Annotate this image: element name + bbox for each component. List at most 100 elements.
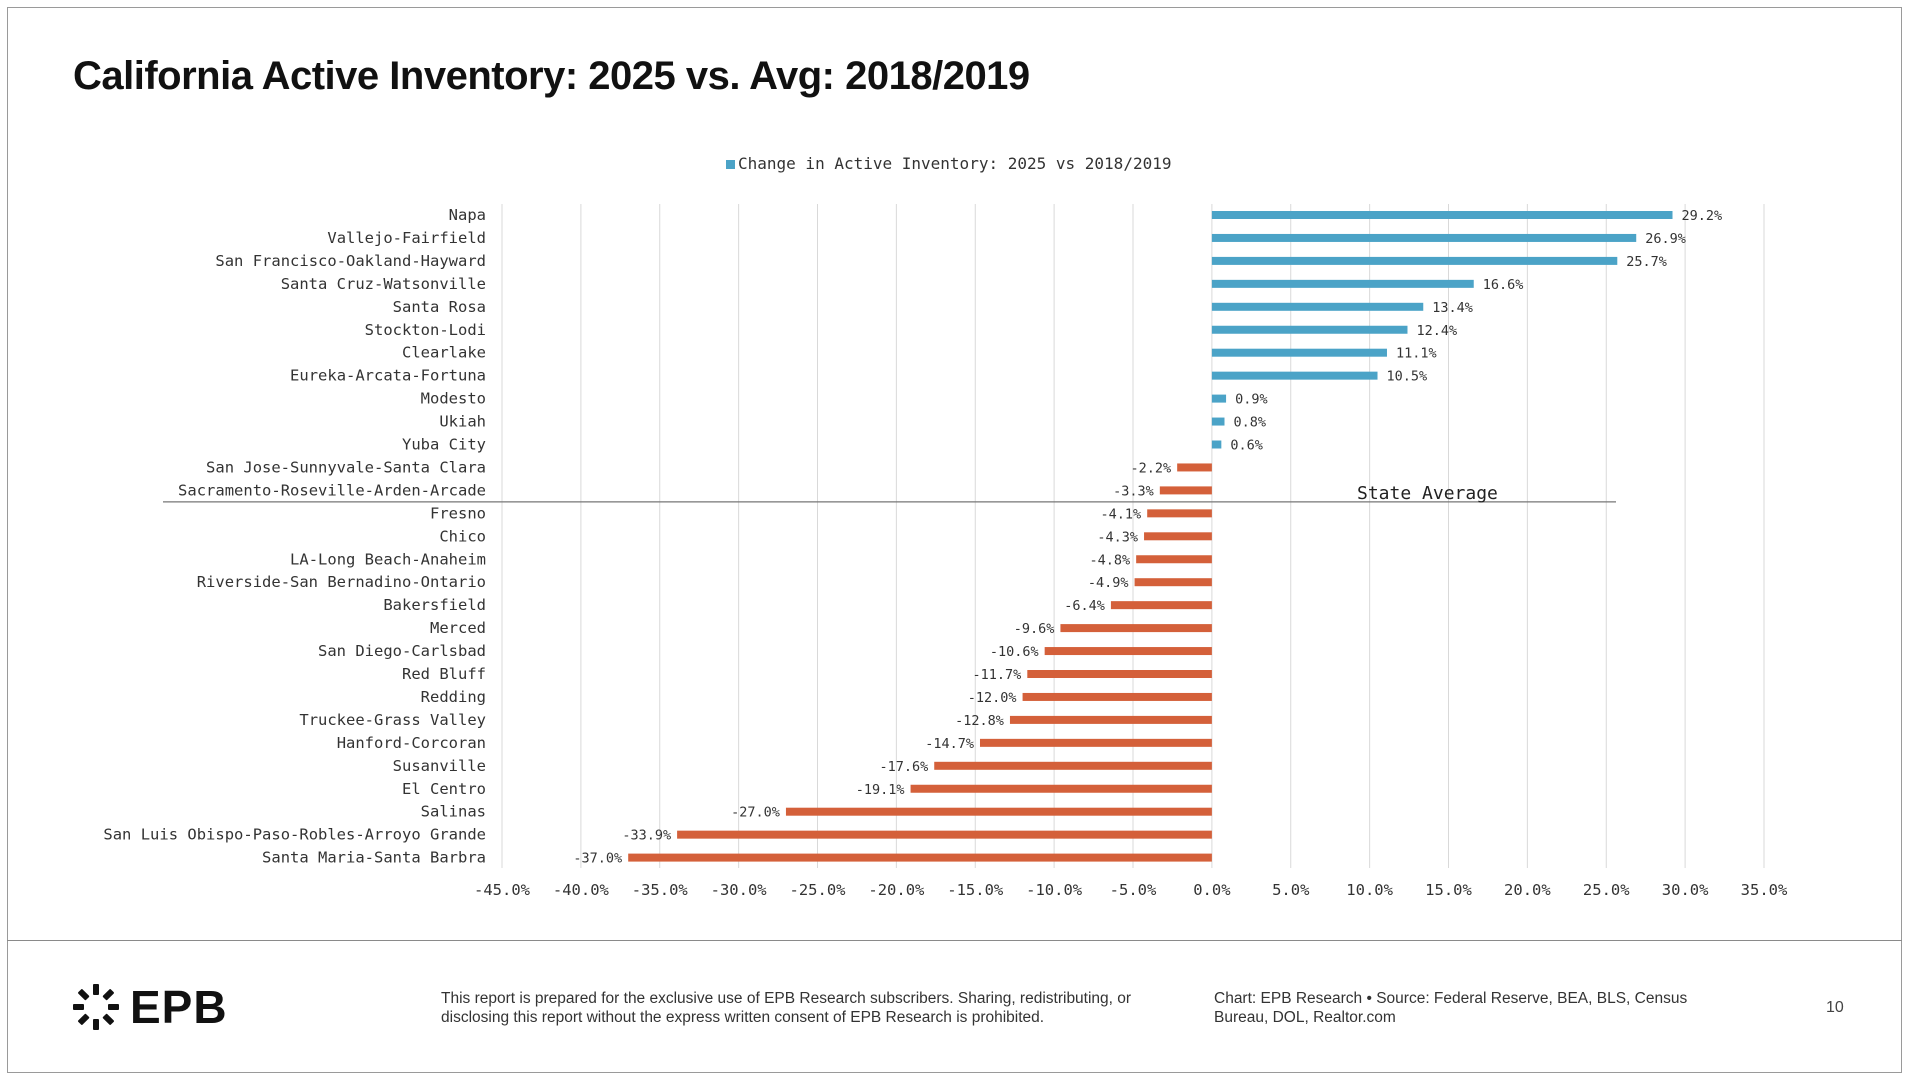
category-label-4: Santa Rosa: [393, 298, 486, 316]
footer-sources: Chart: EPB Research • Source: Federal Re…: [1214, 990, 1688, 1026]
x-tick-label-0: -45.0%: [474, 881, 531, 899]
page-title: California Active Inventory: 2025 vs. Av…: [73, 54, 1030, 98]
bar-7: [1211, 371, 1378, 380]
x-tick-label-2: -35.0%: [632, 881, 689, 899]
category-label-8: Modesto: [421, 390, 486, 408]
data-label-17: -6.4%: [1064, 598, 1105, 614]
chart-annotations: State Average: [163, 483, 1616, 504]
data-label-26: -27.0%: [731, 805, 780, 821]
data-label-6: 11.1%: [1396, 346, 1437, 362]
data-label-0: 29.2%: [1682, 208, 1723, 224]
data-label-25: -19.1%: [856, 782, 905, 798]
bar-2: [1211, 256, 1618, 265]
data-label-16: -4.9%: [1088, 575, 1129, 591]
bar-4: [1211, 302, 1424, 311]
bar-6: [1211, 348, 1387, 357]
category-label-22: Truckee-Grass Valley: [299, 711, 486, 729]
category-label-17: Bakersfield: [383, 596, 486, 614]
x-tick-label-11: 10.0%: [1346, 881, 1393, 899]
state-average-label: State Average: [1357, 483, 1498, 504]
bar-22: [1009, 715, 1212, 724]
chart-bars: [628, 211, 1673, 862]
data-label-5: 12.4%: [1416, 323, 1457, 339]
x-tick-label-13: 20.0%: [1504, 881, 1551, 899]
data-label-22: -12.8%: [955, 713, 1004, 729]
chart-data-labels: 29.2% 26.9% 25.7% 16.6% 13.4% 12.4% 11.1% 10.5%…: [573, 208, 1722, 867]
x-tick-label-6: -15.0%: [947, 881, 1004, 899]
x-tick-label-1: -40.0%: [553, 881, 610, 899]
data-label-18: -9.6%: [1014, 621, 1055, 637]
category-label-3: Santa Cruz-Watsonville: [281, 275, 486, 293]
category-label-20: Red Bluff: [402, 665, 486, 683]
page-number: 10: [1826, 999, 1844, 1016]
data-label-8: 0.9%: [1235, 392, 1268, 408]
bar-16: [1134, 578, 1212, 587]
bar-14: [1144, 532, 1212, 541]
bar-3: [1211, 279, 1474, 288]
data-label-24: -17.6%: [879, 759, 928, 775]
bar-20: [1027, 670, 1212, 678]
category-label-2: San Francisco-Oakland-Hayward: [215, 252, 486, 270]
category-label-10: Yuba City: [402, 436, 486, 454]
bar-19: [1044, 647, 1212, 656]
category-label-0: Napa: [449, 206, 486, 224]
bar-9: [1211, 417, 1225, 426]
x-tick-label-5: -20.0%: [868, 881, 925, 899]
epb-logo: EPB: [72, 981, 228, 1033]
category-label-16: Riverside-San Bernadino-Ontario: [197, 573, 486, 591]
category-label-28: Santa Maria-Santa Barbra: [262, 849, 486, 867]
x-tick-label-8: -5.0%: [1110, 881, 1157, 899]
bar-0: [1211, 211, 1673, 219]
data-label-2: 25.7%: [1626, 254, 1667, 270]
data-label-12: -3.3%: [1113, 483, 1154, 499]
data-label-11: -2.2%: [1131, 460, 1172, 476]
data-label-27: -33.9%: [622, 828, 671, 844]
data-label-3: 16.6%: [1483, 277, 1524, 293]
chart-legend: Change in Active Inventory: 2025 vs 2018…: [726, 154, 1171, 173]
chart-category-labels: Napa Vallejo-Fairfield San Francisco-Oakla…: [103, 206, 486, 867]
category-label-18: Merced: [430, 619, 486, 637]
bar-21: [1022, 692, 1212, 701]
bar-15: [1136, 555, 1212, 564]
data-label-10: 0.6%: [1230, 438, 1263, 454]
slide-frame: [7, 7, 1902, 1073]
category-label-21: Redding: [421, 688, 486, 706]
x-tick-label-9: 0.0%: [1193, 881, 1231, 899]
x-tick-label-16: 35.0%: [1741, 881, 1788, 899]
brand-name: EPB: [130, 981, 228, 1033]
footer-divider: [7, 940, 1902, 941]
category-label-27: San Luis Obispo-Paso-Robles-Arroyo Grand…: [103, 826, 486, 844]
bar-5: [1211, 325, 1408, 334]
data-label-28: -37.0%: [573, 851, 622, 867]
chart-gridlines: [501, 204, 1765, 868]
epb-logo-icon: [73, 984, 119, 1030]
x-tick-label-12: 15.0%: [1425, 881, 1472, 899]
footer-disclaimer: This report is prepared for the exclusiv…: [441, 990, 1132, 1026]
bar-8: [1211, 394, 1227, 403]
bar-18: [1060, 624, 1212, 633]
data-label-13: -4.1%: [1101, 506, 1142, 522]
category-label-24: Susanville: [393, 757, 486, 775]
x-tick-label-7: -10.0%: [1026, 881, 1083, 899]
category-label-14: Chico: [439, 527, 486, 545]
bar-1: [1211, 233, 1637, 242]
data-label-19: -10.6%: [990, 644, 1039, 660]
data-label-4: 13.4%: [1432, 300, 1473, 316]
data-label-7: 10.5%: [1387, 369, 1428, 385]
legend-entry: Change in Active Inventory: 2025 vs 2018…: [738, 154, 1171, 173]
bar-26: [785, 807, 1212, 816]
bar-25: [910, 784, 1212, 793]
bar-10: [1211, 440, 1222, 449]
x-tick-label-4: -25.0%: [790, 881, 847, 899]
category-label-11: San Jose-Sunnyvale-Santa Clara: [206, 458, 486, 476]
x-tick-label-3: -30.0%: [711, 881, 768, 899]
x-tick-label-10: 5.0%: [1272, 881, 1310, 899]
category-label-12: Sacramento-Roseville-Arden-Arcade: [178, 481, 486, 499]
data-label-1: 26.9%: [1645, 231, 1686, 247]
data-label-9: 0.8%: [1233, 415, 1266, 431]
category-label-13: Fresno: [430, 504, 486, 522]
category-label-6: Clearlake: [402, 344, 486, 362]
category-label-1: Vallejo-Fairfield: [327, 229, 486, 247]
category-label-9: Ukiah: [439, 413, 486, 431]
bar-17: [1110, 601, 1212, 610]
